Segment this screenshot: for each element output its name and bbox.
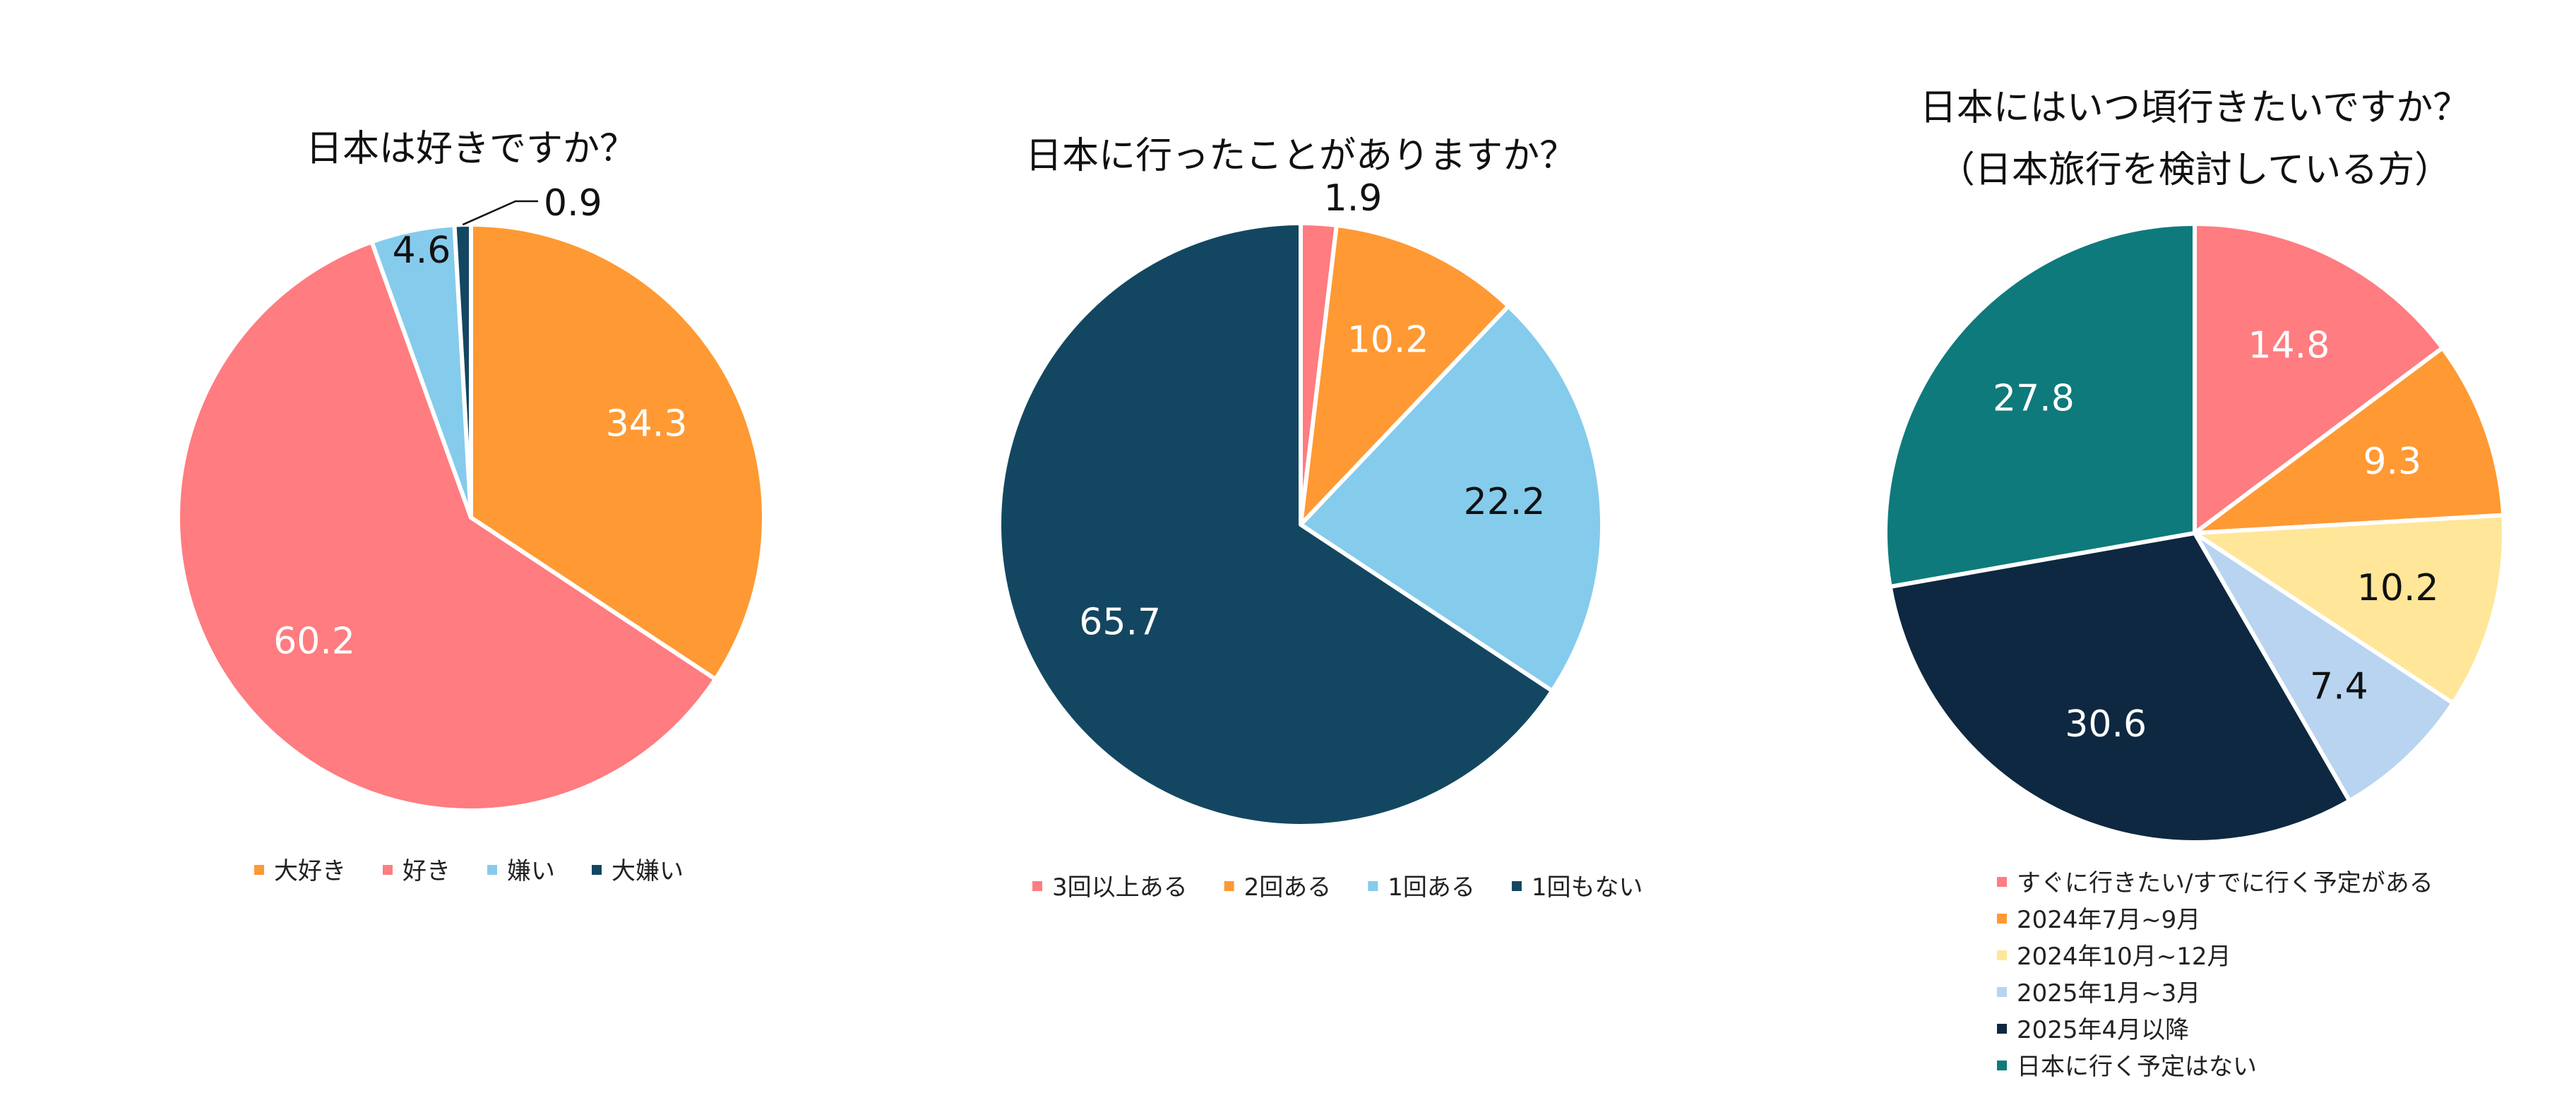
chart-title: 日本に行ったことがありますか？: [1025, 135, 1576, 177]
legend-swatch: [383, 865, 393, 875]
legend-entry: すぐに行きたい/すでに行く予定がある: [2017, 869, 2433, 897]
pie-slice: [452, 222, 473, 520]
data-label: 7.4: [2310, 666, 2368, 708]
legend-entry: 3回以上ある: [1052, 873, 1188, 902]
legend-swatch: [592, 865, 602, 875]
data-label: 0.9: [544, 182, 602, 225]
legend-swatch: [1368, 881, 1378, 891]
chart-title: 日本にはいつ頃行きたいですか？: [1920, 87, 2469, 129]
legend: 大好き 好き 嫌い 大嫌い: [254, 857, 684, 885]
legend-swatch: [1224, 881, 1234, 891]
pie-slice: [1299, 223, 1511, 527]
legend-swatch: [1997, 1024, 2007, 1034]
legend-entry: 2025年4月以降: [2017, 1016, 2189, 1044]
pie-slice: [1883, 222, 2197, 589]
pie-chart-visited-japan: 日本に行ったことがありますか？1.9 10.2 22.2 65.7 3回以上ある 2回ある…: [997, 135, 1643, 902]
legend-swatch: [1997, 877, 2007, 887]
legend-entry: 大好き: [274, 857, 346, 885]
chart-subtitle: （日本旅行を検討している方）: [1938, 149, 2451, 191]
data-label: 10.2: [2357, 567, 2439, 609]
pie-slice: [997, 221, 1555, 828]
data-label: 34.3: [606, 402, 688, 445]
legend-entry: 2回ある: [1244, 873, 1332, 902]
data-label: 14.8: [2248, 325, 2330, 367]
pie-slice: [2193, 513, 2506, 705]
pie-chart-likes-japan: 日本は好きですか？ 34.3 60.2 4.6 0.9 大好き 好き 嫌い 大嫌い: [176, 128, 766, 885]
legend-entry: 2024年7月~9月: [2017, 906, 2200, 934]
data-label: 60.2: [273, 620, 355, 662]
legend-entry: 2024年10月~12月: [2017, 943, 2231, 971]
legend: 3回以上ある 2回ある 1回ある 1回もない: [1032, 873, 1643, 902]
pie-slice: [1299, 304, 1604, 693]
legend-entry: 1回ある: [1388, 873, 1475, 902]
legend-swatch: [254, 865, 264, 875]
pie-slice: [176, 239, 718, 813]
legend-entry: 1回もない: [1532, 873, 1643, 902]
legend-entry: 日本に行く予定はない: [2017, 1053, 2257, 1081]
pie-slice: [2193, 222, 2445, 535]
pie-slice: [2193, 531, 2455, 804]
data-label: 1.9: [1324, 177, 1383, 220]
leader-line: [462, 200, 538, 226]
legend-entry: 好き: [402, 857, 451, 885]
pie-chart-when-visit-japan: 日本にはいつ頃行きたいですか？ （日本旅行を検討している方） 14.8 9.3 10.2…: [1883, 87, 2506, 1081]
data-label: 30.6: [2065, 703, 2147, 746]
legend-entry: 嫌い: [507, 857, 555, 885]
legend: すぐに行きたい/すでに行く予定がある 2024年7月~9月 2024年10月~12月…: [1997, 869, 2433, 1081]
legend-swatch: [1997, 1061, 2007, 1070]
legend-swatch: [487, 865, 497, 875]
data-label: 27.8: [1993, 378, 2075, 420]
legend-entry: 2025年1月~3月: [2017, 979, 2200, 1008]
data-label: 10.2: [1347, 318, 1429, 361]
pie-slice: [2193, 345, 2506, 535]
legend-swatch: [1511, 881, 1522, 891]
legend-swatch: [1997, 950, 2007, 960]
legend-swatch: [1997, 914, 2007, 924]
legend-swatch: [1032, 881, 1042, 891]
legend-swatch: [1997, 987, 2007, 997]
pie-slice: [1888, 531, 2352, 844]
data-label: 9.3: [2363, 441, 2421, 483]
data-label: 4.6: [393, 229, 451, 272]
data-label: 22.2: [1464, 481, 1546, 523]
chart-title: 日本は好きですか？: [306, 128, 636, 170]
data-label: 65.7: [1079, 602, 1161, 644]
legend-entry: 大嫌い: [612, 857, 684, 885]
